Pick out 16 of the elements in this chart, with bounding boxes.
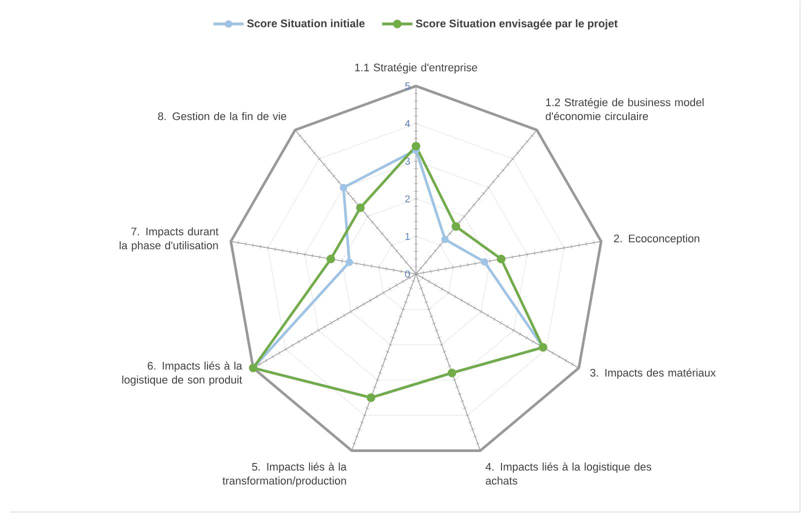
spoke-label: 2. Ecoconception	[614, 234, 700, 244]
legend-label: Score Situation envisagée par le projet	[416, 19, 618, 30]
spoke-label: 4. Impacts liés à la logistique des achats	[486, 462, 652, 485]
spoke-label: 7. Impacts durant la phase d'utilisation	[120, 227, 218, 252]
spoke-label: 5. Impacts liés à la transformation/production	[222, 462, 347, 487]
y-tick-label: 0	[405, 270, 410, 278]
spoke-label: 1.2 Stratégie de business model d'économie circulaire	[546, 98, 704, 120]
spoke-label: 8. Gestion de la fin de vie	[158, 112, 286, 120]
y-tick-label: 5	[405, 82, 410, 90]
spoke-label: 3. Impacts des matériaux	[590, 368, 716, 379]
y-tick-label: 1	[406, 232, 410, 240]
y-tick-label: 4	[404, 120, 410, 128]
legend-label: Score Situation initiale	[247, 19, 365, 28]
spoke-label: 1.1 Stratégie d'entreprise	[355, 63, 478, 74]
y-tick-label: 2	[405, 195, 410, 202]
spoke-label: 6. Impacts liés à la logistique de son produit	[122, 362, 242, 386]
